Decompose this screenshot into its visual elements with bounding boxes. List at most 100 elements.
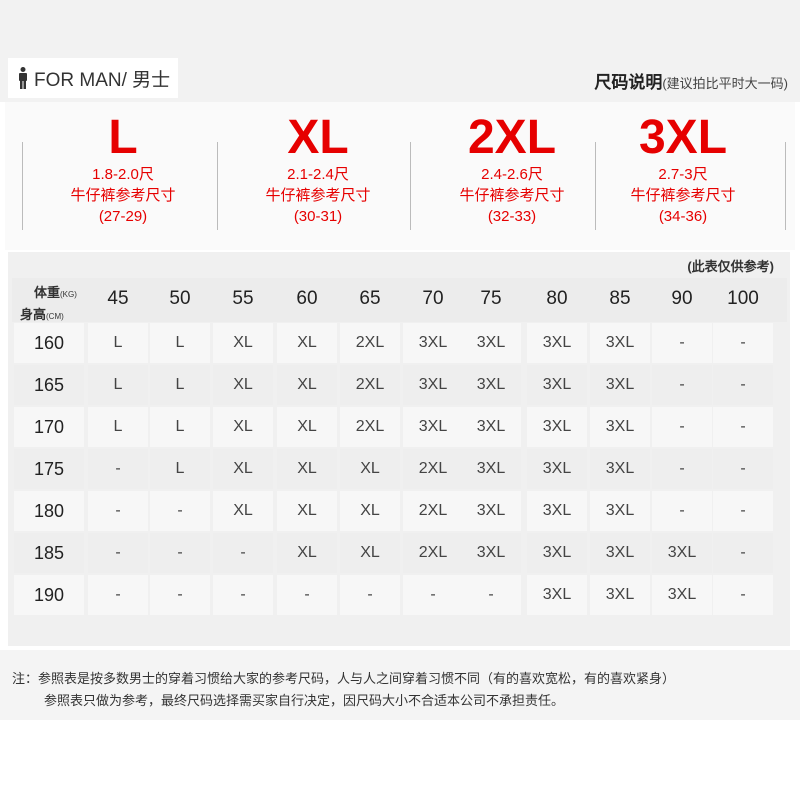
- size-size: 2XL: [467, 111, 557, 164]
- size-cell: 3XL: [590, 575, 650, 615]
- size-3xl: 3XL 2.7-3尺 牛仔裤参考尺寸 (34-36): [598, 112, 768, 227]
- size-cell: -: [150, 575, 210, 615]
- table-row: 185- - - XL XL 2XL 3XL 3XL 3XL 3XL -: [12, 532, 787, 574]
- size-guide-title: 尺码说明 (建议拍比平时大一码): [594, 68, 788, 93]
- size-cell: -: [88, 449, 148, 489]
- size-cell: L: [150, 365, 210, 405]
- note-line-2: 参照表只做为参考，最终尺码选择需买家自行决定，因尺码大小不合适本公司不承担责任。: [44, 693, 565, 708]
- size-range: (32-33): [487, 208, 537, 225]
- size-cell: -: [713, 323, 773, 363]
- table-row: 170 L L XL XL 2XL 3XL 3XL 3XL 3XL - -: [12, 406, 787, 448]
- size-cell: 3XL: [461, 365, 521, 405]
- man-icon: [19, 67, 27, 89]
- size-cell: 3XL: [461, 323, 521, 363]
- size-cell: 2XL: [403, 449, 463, 489]
- size-range: (30-31): [293, 208, 343, 225]
- size-cell: 3XL: [590, 365, 650, 405]
- weight-header: 90: [671, 288, 693, 309]
- size-label: 牛仔裤参考尺寸: [630, 187, 736, 204]
- size-label: 牛仔裤参考尺寸: [70, 187, 176, 204]
- size-cell: 3XL: [461, 407, 521, 447]
- size-cell: XL: [213, 365, 273, 405]
- size-cell: XL: [277, 365, 337, 405]
- weight-header: 80: [546, 288, 568, 309]
- size-cell: 3XL: [590, 407, 650, 447]
- size-cell: 3XL: [527, 407, 587, 447]
- size-cell: 3XL: [527, 491, 587, 531]
- size-cell: XL: [340, 449, 400, 489]
- size-cell: 3XL: [590, 449, 650, 489]
- size-2xl: 2XL 2.4-2.6尺 牛仔裤参考尺寸 (32-33): [427, 112, 597, 227]
- size-cell: L: [88, 365, 148, 405]
- guide-title: 尺码说明: [594, 73, 663, 92]
- size-cell: -: [403, 575, 463, 615]
- table-row: 190- - - - - - -3XL 3XL 3XL -: [12, 574, 787, 616]
- size-size: XL: [287, 111, 349, 164]
- size-cell: 2XL: [403, 533, 463, 573]
- height-label: 身高: [20, 307, 47, 322]
- table-row: 180- - XL XL XL 2XL 3XL 3XL 3XL - -: [12, 490, 787, 532]
- size-cell: -: [713, 575, 773, 615]
- size-cell: L: [88, 323, 148, 363]
- size-cell: XL: [277, 407, 337, 447]
- size-table: 体重(KG) 身高(CM) 45 50 55 60 65 70 75 80 85 90 100 16…: [12, 278, 787, 616]
- size-size: L: [108, 111, 138, 164]
- height-value: 180: [14, 491, 84, 531]
- divider: [410, 142, 411, 230]
- size-cell: L: [150, 407, 210, 447]
- size-label: 牛仔裤参考尺寸: [265, 187, 371, 204]
- size-cell: 2XL: [340, 323, 400, 363]
- size-cell: -: [88, 533, 148, 573]
- size-cell: -: [150, 491, 210, 531]
- size-cell: XL: [340, 533, 400, 573]
- size-cell: XL: [213, 323, 273, 363]
- height-unit: (CM): [46, 312, 64, 321]
- size-cell: 3XL: [527, 323, 587, 363]
- size-legend: L 1.8-2.0尺 牛仔裤参考尺寸 (27-29) XL 2.1-2.4尺 牛仔裤参考尺寸…: [5, 102, 795, 250]
- size-cell: XL: [213, 407, 273, 447]
- size-cell: 3XL: [527, 575, 587, 615]
- size-cell: XL: [213, 449, 273, 489]
- size-cell: 3XL: [590, 533, 650, 573]
- size-cell: -: [713, 407, 773, 447]
- size-cell: 2XL: [340, 407, 400, 447]
- size-cell: L: [150, 323, 210, 363]
- size-cell: 3XL: [652, 575, 712, 615]
- size-cell: 3XL: [403, 323, 463, 363]
- table-row: 160 L L XL XL 2XL 3XL 3XL 3XL 3XL - -: [12, 322, 787, 364]
- divider: [595, 142, 596, 230]
- size-cell: 3XL: [527, 365, 587, 405]
- footer-note: 注：参照表是按多数男士的穿着习惯给大家的参考尺码，人与人之间穿着习惯不同（有的喜…: [0, 650, 800, 720]
- size-cell: XL: [213, 491, 273, 531]
- size-cell: XL: [340, 491, 400, 531]
- height-value: 170: [14, 407, 84, 447]
- weight-header: 75: [480, 288, 502, 309]
- weight-header: 55: [232, 288, 254, 309]
- weight-label: 体重: [34, 285, 61, 300]
- guide-subtitle: (建议拍比平时大一码): [662, 76, 788, 91]
- divider: [217, 142, 218, 230]
- size-cell: L: [88, 407, 148, 447]
- size-cell: -: [713, 365, 773, 405]
- note-line-1: 注：参照表是按多数男士的穿着习惯给大家的参考尺码，人与人之间穿着习惯不同（有的喜…: [12, 671, 676, 686]
- size-cell: 3XL: [461, 449, 521, 489]
- size-cell: -: [277, 575, 337, 615]
- table-header-row: 体重(KG) 身高(CM) 45 50 55 60 65 70 75 80 85 90 100: [12, 278, 787, 322]
- size-cell: -: [88, 491, 148, 531]
- size-cell: -: [652, 323, 712, 363]
- size-cell: -: [150, 533, 210, 573]
- size-cell: 3XL: [527, 533, 587, 573]
- divider: [22, 142, 23, 230]
- weight-header: 100: [727, 288, 759, 309]
- size-cell: XL: [277, 323, 337, 363]
- size-cell: -: [213, 533, 273, 573]
- height-value: 185: [14, 533, 84, 573]
- size-cell: -: [652, 365, 712, 405]
- gender-label: FOR MAN/ 男士: [34, 69, 171, 91]
- size-cell: 2XL: [403, 491, 463, 531]
- size-cell: 3XL: [403, 407, 463, 447]
- divider: [785, 142, 786, 230]
- size-cell: -: [713, 533, 773, 573]
- size-cell: -: [652, 407, 712, 447]
- size-waist: 1.8-2.0尺: [92, 166, 154, 183]
